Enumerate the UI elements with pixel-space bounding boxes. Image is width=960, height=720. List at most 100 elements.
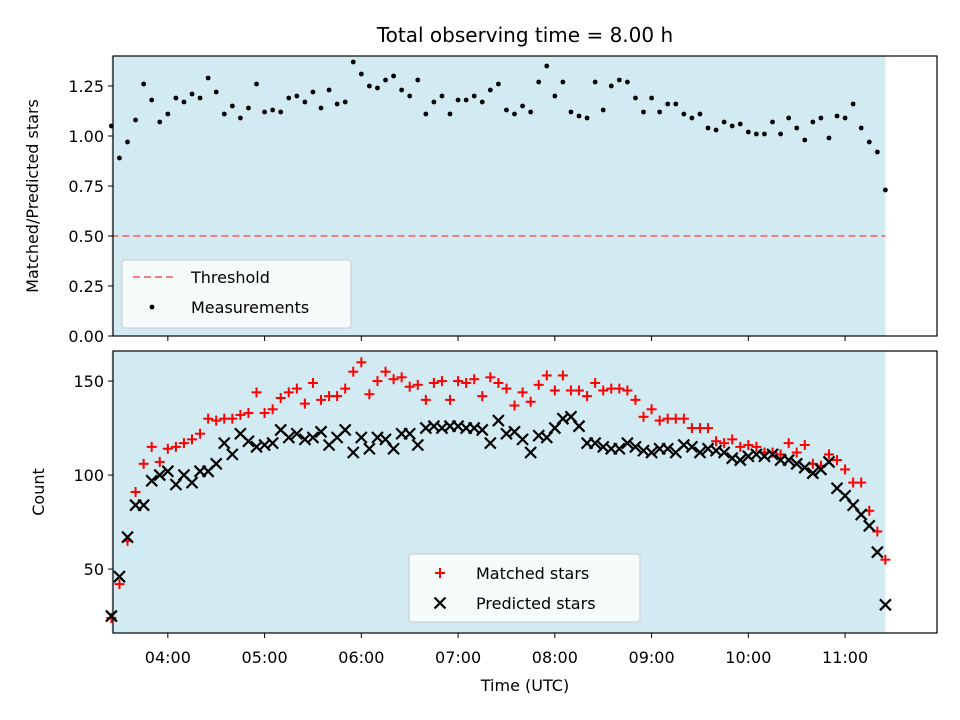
measurement-point xyxy=(729,123,735,129)
measurement-point xyxy=(254,81,259,87)
measurement-point xyxy=(407,93,413,99)
matched-star-point xyxy=(703,423,714,434)
matched-star-point xyxy=(509,400,520,411)
bottom-axes-frame xyxy=(112,350,938,634)
predicted-star-point xyxy=(524,446,537,459)
measurement-point xyxy=(246,105,251,111)
matched-star-point xyxy=(332,391,343,402)
matched-star-point xyxy=(130,487,141,497)
predicted-star-point xyxy=(782,453,795,467)
measurement-point xyxy=(584,115,590,121)
matched-legend-icon xyxy=(435,568,445,578)
measurement-point xyxy=(366,83,372,89)
measurement-point xyxy=(173,95,179,101)
matched-star-point xyxy=(348,366,359,377)
matched-star-point xyxy=(832,455,843,466)
measurement-point xyxy=(753,131,759,137)
measurement-point xyxy=(713,127,719,133)
matched-star-point xyxy=(485,372,496,383)
predicted-star-point xyxy=(733,453,747,467)
matched-star-point xyxy=(380,366,391,377)
predicted-star-point xyxy=(492,414,505,427)
predicted-star-point xyxy=(363,442,376,456)
measurement-point xyxy=(495,81,501,87)
measurement-point xyxy=(423,111,429,117)
predicted-star-point xyxy=(645,446,658,459)
measurement-point xyxy=(834,113,840,119)
measurement-point xyxy=(552,93,558,99)
legend-label-matched: Matched stars xyxy=(476,564,589,583)
matched-star-point xyxy=(436,376,447,387)
top-legend: Threshold Measurements xyxy=(121,259,352,329)
measurement-point xyxy=(439,93,445,99)
measurement-point xyxy=(189,91,195,97)
measurement-point xyxy=(576,113,582,119)
matched-star-point xyxy=(727,434,738,445)
legend-label-threshold: Threshold xyxy=(190,268,270,287)
matched-star-point xyxy=(783,438,794,449)
predicted-star-point xyxy=(717,446,731,459)
matched-star-point xyxy=(364,389,375,400)
predicted-star-point xyxy=(145,474,158,487)
matched-star-point xyxy=(170,441,181,452)
matched-star-point xyxy=(412,379,423,390)
measurement-point xyxy=(770,119,775,125)
matched-star-point xyxy=(501,383,512,394)
matched-star-point xyxy=(388,374,399,385)
measurement-point xyxy=(141,81,147,87)
matched-star-point xyxy=(541,370,552,381)
matched-star-point xyxy=(461,377,472,388)
matched-star-point xyxy=(283,387,294,398)
measurement-point xyxy=(342,99,348,105)
measurement-point xyxy=(802,137,808,143)
bottom-legend: Matched stars Predicted stars xyxy=(408,553,641,623)
measurement-point xyxy=(778,131,783,137)
measurement-point xyxy=(866,139,872,145)
bottom-x-tick-label: 05:00 xyxy=(242,648,288,667)
measurement-point xyxy=(262,109,267,115)
measurement-point xyxy=(608,83,614,89)
predicted-star-point xyxy=(185,476,199,489)
matched-star-point xyxy=(630,394,641,405)
bottom-x-tick-label: 08:00 xyxy=(532,648,578,667)
measurement-point xyxy=(512,111,517,117)
matched-star-point xyxy=(840,464,851,475)
matched-star-point xyxy=(574,385,585,396)
measurement-point xyxy=(689,115,695,121)
measurement-point xyxy=(213,89,219,95)
predicted-star-point xyxy=(879,598,892,612)
matched-star-point xyxy=(187,434,198,445)
matched-star-point xyxy=(638,411,649,422)
measurement-point xyxy=(616,77,622,83)
measurement-point xyxy=(350,59,356,65)
measurement-point xyxy=(624,79,630,85)
predicted-star-point xyxy=(475,423,489,437)
predicted-star-point xyxy=(226,448,239,461)
matched-star-point xyxy=(823,449,834,460)
predicted-star-point xyxy=(121,530,134,544)
matched-star-point xyxy=(235,409,246,420)
measurement-point xyxy=(504,107,509,113)
matched-star-point xyxy=(203,413,214,424)
measurement-point xyxy=(520,103,525,109)
predicted-star-point xyxy=(403,427,416,440)
measurement-point xyxy=(221,111,227,117)
predicted-star-point xyxy=(806,466,820,480)
predicted-star-point xyxy=(266,436,279,450)
predicted-star-point xyxy=(798,461,812,474)
predicted-star-point xyxy=(314,425,328,439)
measurement-point xyxy=(737,121,743,127)
predicted-star-point xyxy=(854,508,868,521)
measurement-point xyxy=(826,135,832,141)
matched-star-point xyxy=(856,477,867,488)
matched-star-point xyxy=(396,372,407,383)
measurement-point xyxy=(697,111,703,117)
predicted-star-point xyxy=(387,442,400,456)
measurement-point xyxy=(681,111,687,117)
matched-star-point xyxy=(791,447,802,458)
matched-star-point xyxy=(420,394,431,405)
matched-star-point xyxy=(259,408,270,419)
measurement-point xyxy=(237,115,243,121)
predicted-star-point xyxy=(290,427,304,440)
